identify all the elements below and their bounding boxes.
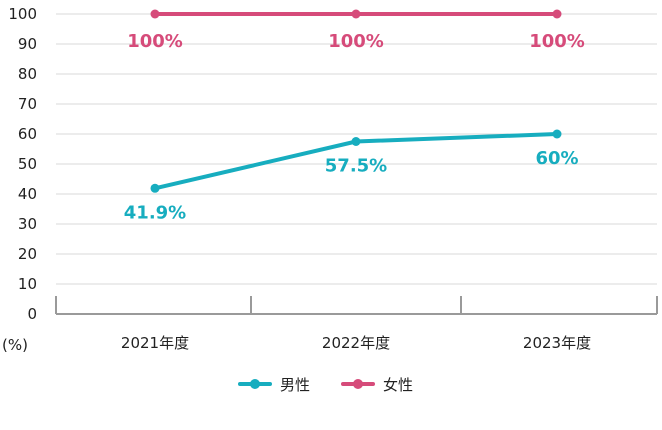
y-tick-label: 40 [18,185,37,203]
legend-swatch-marker [353,379,363,389]
x-category-label: 2022年度 [322,334,390,352]
y-tick-label: 80 [18,65,37,83]
x-category-label: 2023年度 [523,334,591,352]
data-label: 57.5% [325,156,387,177]
y-tick-label: 50 [18,155,37,173]
data-point [150,183,160,193]
data-label: 100% [127,31,183,52]
legend-item: 女性 [341,376,413,394]
data-label: 60% [535,148,578,169]
data-point [351,9,361,19]
data-labels: 41.9% 57.5% 60% 100% 100% 100% [124,31,585,223]
legend-label: 女性 [383,376,413,394]
x-axis [55,296,658,315]
y-tick-label: 10 [18,275,37,293]
y-tick-label: 90 [18,35,37,53]
legend-swatch-marker [250,379,260,389]
y-tick-label: 60 [18,125,37,143]
y-axis-ticks: 0 10 20 30 40 50 60 70 80 90 100 [8,5,37,323]
x-axis-categories: 2021年度 2022年度 2023年度 [121,334,591,352]
data-point [351,137,361,146]
data-point [552,129,562,139]
y-tick-label: 20 [18,245,37,263]
x-category-label: 2021年度 [121,334,189,352]
y-tick-label: 70 [18,95,37,113]
series [150,9,562,193]
data-label: 100% [529,31,585,52]
data-label: 41.9% [124,202,186,223]
y-tick-label: 30 [18,215,37,233]
legend: 男性 女性 [238,376,413,394]
data-point [150,9,160,19]
y-axis-unit-label: (%) [2,336,28,354]
legend-label: 男性 [280,376,310,394]
y-tick-label: 0 [27,305,37,323]
data-point [552,9,562,19]
data-label: 100% [328,31,384,52]
legend-item: 男性 [238,376,310,394]
y-tick-label: 100 [8,5,37,23]
